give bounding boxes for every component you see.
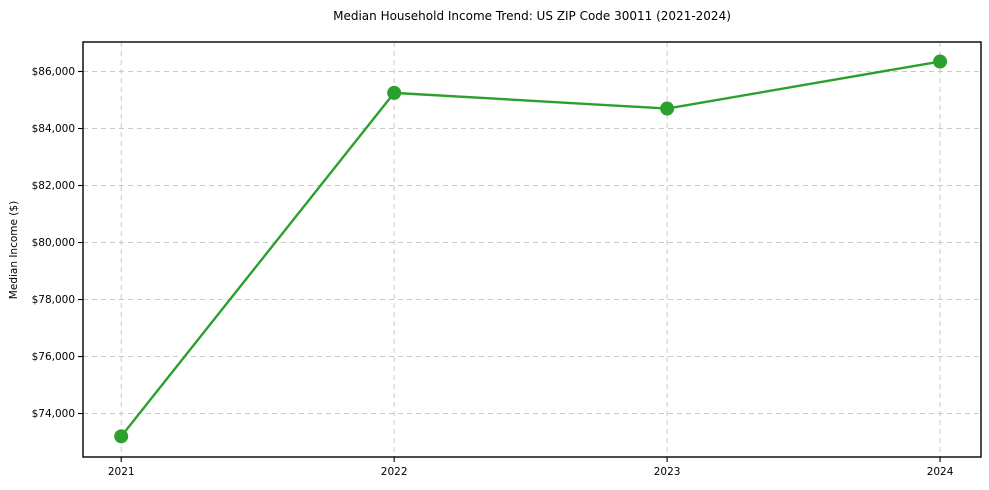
- plot-frame: [82, 41, 982, 458]
- y-tick-label: $84,000: [32, 123, 75, 135]
- x-tick-label: 2024: [927, 466, 954, 478]
- trend-line: [120, 60, 942, 438]
- x-tick-label: 2022: [381, 466, 408, 478]
- y-tick-label: $76,000: [32, 351, 75, 363]
- y-tick-label: $80,000: [32, 237, 75, 249]
- y-tick-label: $78,000: [32, 294, 75, 306]
- x-tick-label: 2023: [654, 466, 681, 478]
- data-point-marker: [933, 54, 948, 69]
- data-point-marker: [387, 85, 402, 100]
- data-point-marker: [660, 101, 675, 116]
- y-tick-label: $82,000: [32, 180, 75, 192]
- chart-title: Median Household Income Trend: US ZIP Co…: [333, 9, 731, 23]
- y-tick-label: $86,000: [32, 66, 75, 78]
- data-point-marker: [114, 429, 129, 444]
- y-tick-label: $74,000: [32, 408, 75, 420]
- x-tick-label: 2021: [108, 466, 135, 478]
